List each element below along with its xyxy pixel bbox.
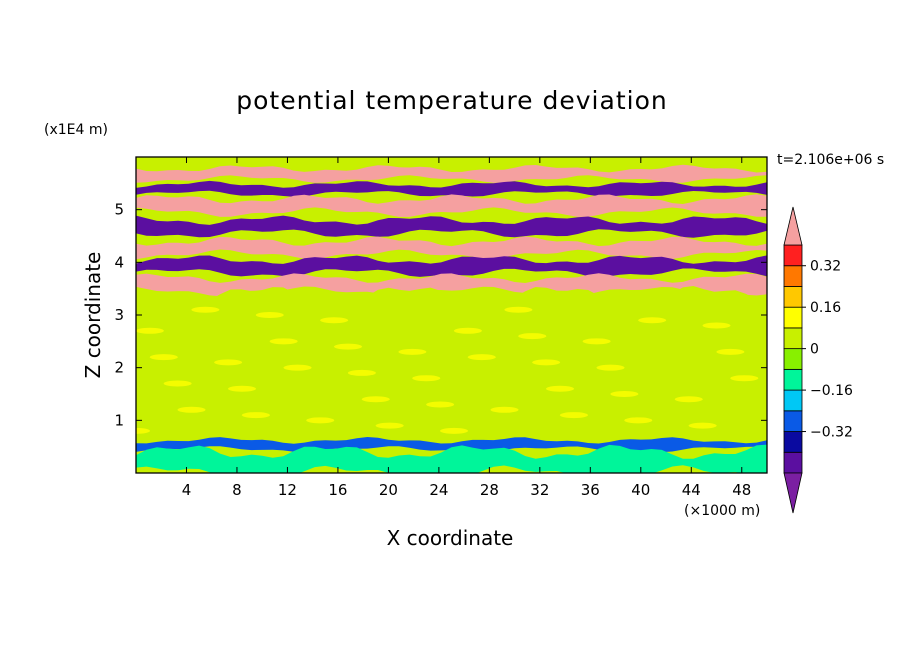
contour-patch: [532, 359, 561, 366]
y-tick-label: 1: [114, 411, 124, 429]
y-tick-label: 2: [114, 359, 124, 377]
colorbar-tick-label: 0.32: [810, 259, 841, 275]
x-tick-label: 8: [232, 481, 242, 499]
contour-patch: [191, 306, 220, 313]
contour-patch: [177, 406, 206, 413]
colorbar-top-arrow: [783, 206, 803, 246]
contour-patch: [674, 396, 703, 403]
chart-title: potential temperature deviation: [236, 86, 668, 115]
contour-patch: [688, 422, 717, 429]
contour-patch: [149, 354, 178, 361]
y-tick-label: 5: [114, 201, 124, 219]
contour-patch: [136, 427, 150, 434]
y-tick-label: 3: [114, 306, 124, 324]
contour-patch: [283, 364, 312, 371]
contour-patch: [610, 391, 639, 397]
colorbar-box: [783, 306, 803, 329]
colorbar-box: [783, 327, 803, 350]
colorbar-box: [783, 431, 803, 453]
x-axis-label: X coordinate: [386, 526, 514, 550]
contour-patch: [518, 333, 547, 340]
contour-patch: [163, 380, 192, 387]
x-tick-label: 44: [682, 481, 701, 499]
contour-patch: [320, 317, 349, 324]
contour-band: [136, 215, 767, 238]
colorbar-bottom-arrow: [783, 472, 803, 514]
contour-patch: [347, 369, 376, 376]
contour-patch: [334, 343, 363, 350]
y-units-label: (x1E4 m): [44, 122, 108, 138]
contour-patch: [467, 354, 496, 361]
colorbar-box: [783, 348, 803, 370]
contour-patch: [228, 385, 257, 392]
field-layer: [136, 157, 767, 473]
contour-band: [136, 164, 767, 183]
x-tick-label: 16: [328, 481, 347, 499]
contour-patch: [361, 396, 390, 403]
x-tick-label: 36: [581, 481, 600, 499]
contour-patch: [412, 375, 441, 382]
contour-patch: [269, 338, 298, 345]
x-tick-label: 12: [278, 481, 297, 499]
x-tick-label: 40: [631, 481, 650, 499]
contour-patch: [624, 417, 653, 424]
contour-band: [136, 180, 767, 197]
contour-patch: [638, 317, 667, 324]
contour-patch: [453, 327, 482, 334]
contour-patch: [241, 412, 270, 419]
contour-band: [136, 255, 767, 278]
colorbar: 0.32 0.16 0 −0.16 −0.32: [783, 206, 853, 514]
contour-patch: [730, 375, 759, 382]
contour-patch: [716, 348, 745, 355]
contour-patch: [255, 312, 284, 318]
colorbar-tick-label: −0.16: [810, 383, 853, 399]
colorbar-box: [783, 451, 803, 474]
y-tick-label: 4: [114, 253, 124, 271]
contour-patch: [214, 359, 243, 366]
x-tick-label: 28: [480, 481, 499, 499]
contour-patch: [375, 422, 404, 429]
contour-patch: [398, 348, 427, 355]
contour-patch: [440, 427, 469, 434]
contour-patch: [306, 417, 335, 424]
contour-patch: [426, 401, 455, 408]
time-label: t=2.106e+06 s: [777, 152, 885, 168]
x-tick-label: 4: [182, 481, 192, 499]
x-tick-label: 48: [732, 481, 751, 499]
contour-patch: [596, 364, 625, 371]
colorbar-box: [783, 265, 803, 287]
contour-band: [136, 236, 767, 260]
contour-band: [136, 273, 767, 297]
colorbar-box: [783, 286, 803, 308]
contour-patch: [136, 327, 164, 334]
x-tick-label: 24: [429, 481, 448, 499]
colorbar-box: [783, 389, 803, 412]
contour-band: [136, 194, 767, 217]
contour-band: [136, 286, 767, 448]
contour-patch: [702, 322, 731, 329]
contour-patch: [559, 412, 588, 419]
x-tick-label: 32: [530, 481, 549, 499]
colorbar-box: [783, 244, 803, 267]
x-units-label: (×1000 m): [684, 503, 761, 519]
colorbar-tick-label: −0.32: [810, 425, 853, 441]
contour-patch: [504, 306, 533, 313]
colorbar-tick-label: 0.16: [810, 300, 841, 316]
contour-patch: [546, 385, 575, 392]
colorbar-tick-label: 0: [810, 342, 819, 358]
contour-band: [136, 444, 767, 473]
colorbar-box: [783, 368, 803, 391]
contour-patch: [582, 338, 611, 345]
x-tick-label: 20: [379, 481, 398, 499]
contour-patch: [490, 406, 519, 413]
colorbar-box: [783, 410, 803, 432]
